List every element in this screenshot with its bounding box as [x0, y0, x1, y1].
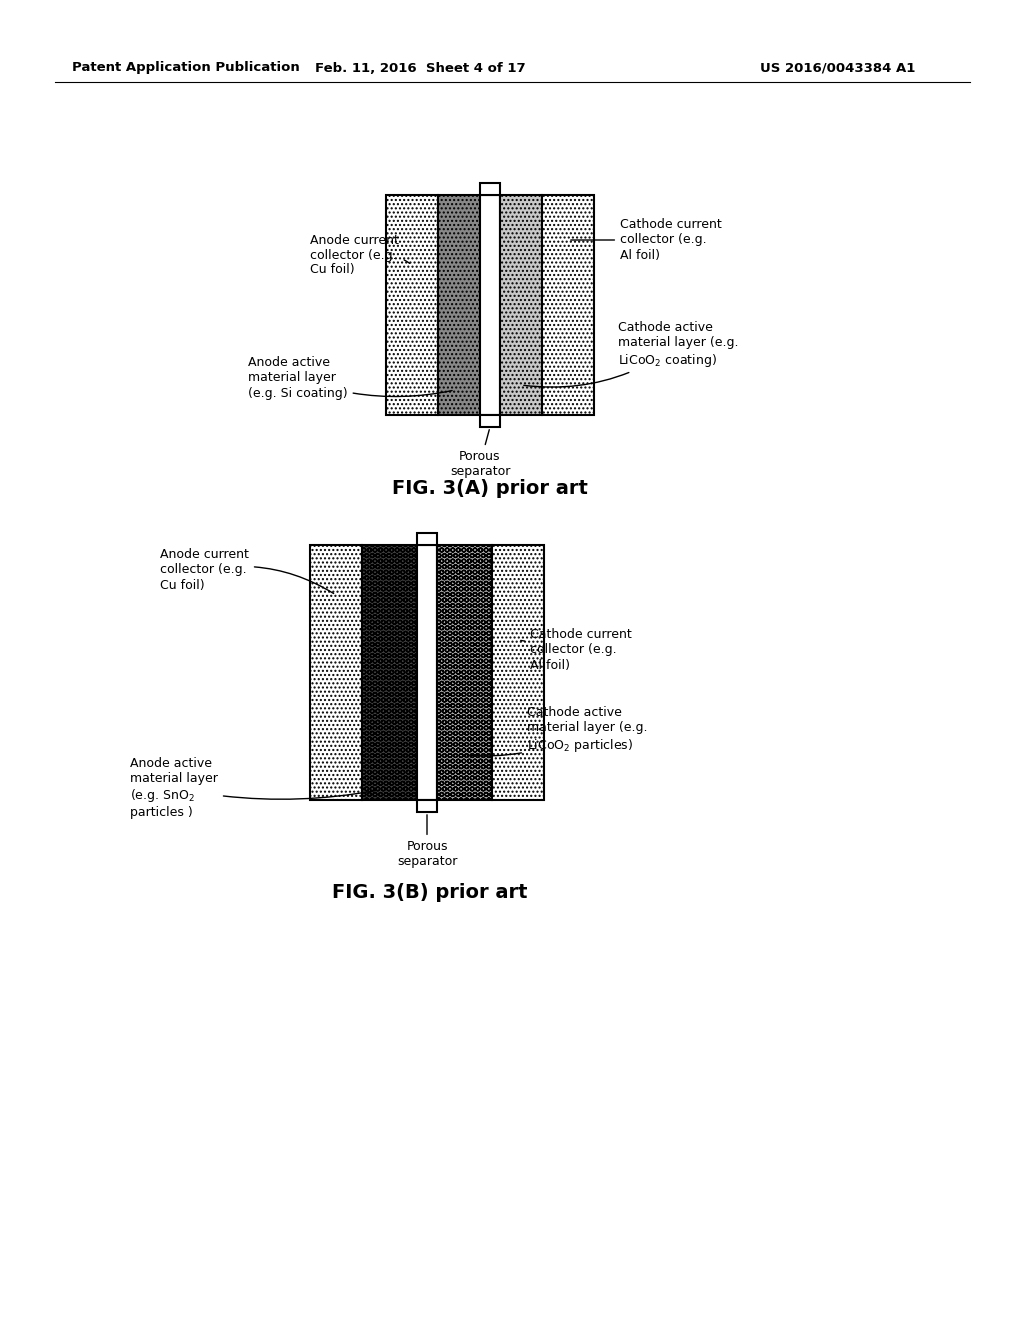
Text: Cathode current
collector (e.g.
Al foil): Cathode current collector (e.g. Al foil) — [570, 219, 722, 261]
Bar — [386, 195, 438, 414]
Bar — [310, 545, 362, 800]
Text: Porous
separator: Porous separator — [397, 814, 457, 869]
Text: Patent Application Publication: Patent Application Publication — [72, 62, 300, 74]
Text: Anode active
material layer
(e.g. Si coating): Anode active material layer (e.g. Si coa… — [248, 356, 452, 400]
Text: Anode active
material layer
(e.g. SnO$_2$
particles ): Anode active material layer (e.g. SnO$_2… — [130, 756, 376, 820]
Bar — [417, 545, 437, 800]
Bar — [438, 195, 480, 414]
Bar — [500, 195, 542, 414]
Text: Cathode active
material layer (e.g.
LiCoO$_2$ coating): Cathode active material layer (e.g. LiCo… — [523, 321, 738, 387]
Bar — [362, 545, 417, 800]
Bar — [480, 195, 500, 414]
Bar — [492, 545, 544, 800]
Bar — [480, 414, 500, 426]
Text: US 2016/0043384 A1: US 2016/0043384 A1 — [760, 62, 915, 74]
Bar — [542, 195, 594, 414]
Bar — [480, 183, 500, 195]
Text: Anode current
collector (e.g.
Cu foil): Anode current collector (e.g. Cu foil) — [160, 549, 334, 594]
Bar — [437, 545, 492, 800]
Bar — [417, 533, 437, 545]
Text: FIG. 3(B) prior art: FIG. 3(B) prior art — [332, 883, 527, 902]
Text: Anode current
collector (e.g.
Cu foil): Anode current collector (e.g. Cu foil) — [310, 234, 410, 276]
Text: Feb. 11, 2016  Sheet 4 of 17: Feb. 11, 2016 Sheet 4 of 17 — [314, 62, 525, 74]
Text: FIG. 3(A) prior art: FIG. 3(A) prior art — [392, 479, 588, 498]
Text: Cathode current
collector (e.g.
Al foil): Cathode current collector (e.g. Al foil) — [521, 628, 632, 672]
Text: Cathode active
material layer (e.g.
LiCoO$_2$ particles): Cathode active material layer (e.g. LiCo… — [467, 706, 647, 756]
Text: Porous
separator: Porous separator — [450, 430, 510, 478]
Bar — [417, 800, 437, 812]
